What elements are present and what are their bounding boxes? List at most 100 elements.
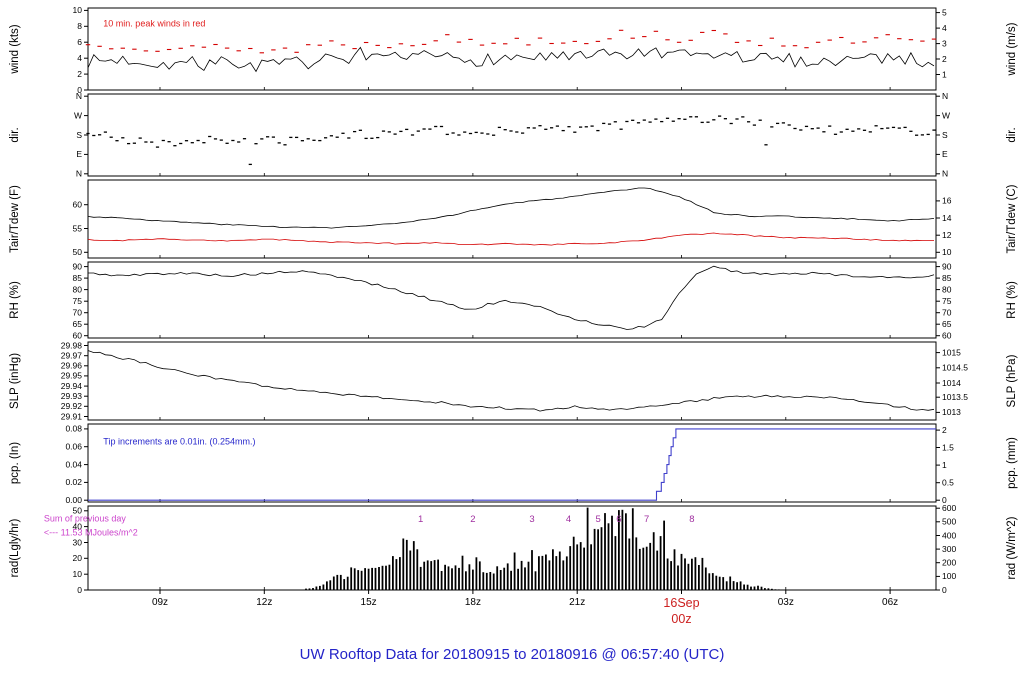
panel-tair_tdew-right-axis: 10 12 14 16 Tair/Tdew (C) xyxy=(936,184,1018,257)
svg-text:6: 6 xyxy=(77,37,82,47)
svg-text:1: 1 xyxy=(942,69,947,79)
panel-pcp-frame xyxy=(87,423,937,503)
svg-text:500: 500 xyxy=(942,517,956,527)
svg-text:S: S xyxy=(942,130,948,140)
series-pcp-accum xyxy=(88,428,936,501)
panel-slp-left-axis: 29.9129.9229.9329.9429.9529.9629.9729.98… xyxy=(9,340,88,421)
panel-rh-frame xyxy=(87,261,937,339)
panel-dir-frame xyxy=(87,93,937,177)
series-slp xyxy=(87,350,935,412)
panel-pcp-right-label: pcp. (mm) xyxy=(1006,437,1018,489)
svg-text:29.93: 29.93 xyxy=(61,391,83,401)
svg-text:200: 200 xyxy=(942,558,956,568)
panel-wind-left-axis: 0 2 4 6 8 10 wind (kts) xyxy=(9,5,88,95)
chart-title: UW Rooftop Data for 20180915 to 20180916… xyxy=(299,646,725,663)
panel-tair_tdew-frame xyxy=(87,179,937,259)
svg-text:60: 60 xyxy=(73,331,83,341)
svg-text:0: 0 xyxy=(77,585,82,595)
svg-text:1: 1 xyxy=(942,460,947,470)
svg-text:1.5: 1.5 xyxy=(942,442,954,452)
svg-text:0.5: 0.5 xyxy=(942,478,954,488)
panel-rad-left-label: rad(Lgly/hr) xyxy=(9,518,21,577)
svg-text:S: S xyxy=(76,130,82,140)
panel-wind-frame xyxy=(87,7,937,91)
series-wind-10min xyxy=(87,46,935,73)
panel-wind-right-axis: 1 2 3 4 5 wind (m/s) xyxy=(936,7,1018,79)
svg-text:60: 60 xyxy=(73,200,83,210)
svg-text:2: 2 xyxy=(77,69,82,79)
svg-text:1013.5: 1013.5 xyxy=(942,392,968,402)
svg-text:100: 100 xyxy=(942,571,956,581)
svg-text:0: 0 xyxy=(942,585,947,595)
panel-dir-right-label: dir. xyxy=(1006,127,1018,142)
tip-marker-4: 4 xyxy=(566,514,571,525)
svg-text:1014.5: 1014.5 xyxy=(942,363,968,373)
svg-text:14: 14 xyxy=(942,213,952,223)
svg-text:55: 55 xyxy=(73,223,83,233)
svg-text:8: 8 xyxy=(77,21,82,31)
svg-text:16: 16 xyxy=(942,196,952,206)
x-tick: 15z xyxy=(361,597,377,608)
svg-text:4: 4 xyxy=(77,53,82,63)
svg-text:W: W xyxy=(74,110,82,120)
svg-text:60: 60 xyxy=(942,331,952,341)
panel-tair_tdew: 50 55 60 Tair/Tdew (F) 10 12 14 16 Tair/Tdew (C) xyxy=(9,179,1018,259)
svg-text:29.95: 29.95 xyxy=(61,371,83,381)
svg-text:75: 75 xyxy=(73,296,83,306)
x-tick: 09z xyxy=(152,597,168,608)
svg-text:0: 0 xyxy=(942,495,947,505)
svg-text:50: 50 xyxy=(73,506,83,516)
panel-dir-left-label: dir. xyxy=(9,127,21,142)
panel-pcp-left-label: pcp. (In) xyxy=(9,442,21,484)
panel-pcp: 0.00 0.02 0.04 0.06 0.08 pcp. (In) 0 0.5 1 1.5 2 pc… xyxy=(9,423,1018,505)
tip-marker-8: 8 xyxy=(689,514,694,525)
tip-marker-3: 3 xyxy=(529,514,534,525)
svg-text:29.91: 29.91 xyxy=(61,411,83,421)
svg-text:3: 3 xyxy=(942,38,947,48)
x-tick: 03z xyxy=(778,597,794,608)
svg-text:10: 10 xyxy=(73,5,83,15)
svg-text:N: N xyxy=(76,169,82,179)
panel-wind-left-label: wind (kts) xyxy=(9,24,21,74)
svg-text:40: 40 xyxy=(73,521,83,531)
svg-text:300: 300 xyxy=(942,544,956,554)
svg-text:80: 80 xyxy=(73,284,83,294)
tip-marker-5: 5 xyxy=(595,514,600,525)
panel-pcp-left-axis: 0.00 0.02 0.04 0.06 0.08 pcp. (In) xyxy=(9,424,88,505)
series-wind-peak xyxy=(85,29,937,54)
tip-marker-2: 2 xyxy=(470,514,475,525)
svg-text:29.98: 29.98 xyxy=(61,340,83,350)
panel-slp-frame xyxy=(87,341,937,421)
svg-text:E: E xyxy=(76,149,82,159)
panel-rad-annotation-0: Sum of previous day xyxy=(44,513,127,523)
panel-wind: 0 2 4 6 8 10 wind (kts) 1 2 3 4 5 wind (m/s) 10 min. … xyxy=(9,5,1018,95)
panel-rh-left-label: RH (%) xyxy=(9,281,21,319)
panel-tair_tdew-right-label: Tair/Tdew (C) xyxy=(1006,184,1018,253)
svg-text:80: 80 xyxy=(942,284,952,294)
svg-text:30: 30 xyxy=(73,537,83,547)
svg-text:85: 85 xyxy=(73,273,83,283)
x-tick: 21z xyxy=(569,597,585,608)
tip-marker-1: 1 xyxy=(418,514,423,525)
svg-text:29.94: 29.94 xyxy=(61,381,83,391)
tip-marker-6: 6 xyxy=(616,514,621,525)
panel-rad: 0 10 20 30 40 50 rad(Lgly/hr) 0 100 200 300 400 500 6… xyxy=(9,503,1018,595)
x-axis-labels: 09z 12z 15z 18z 21z 16Sep 00z 03z 06z xyxy=(152,590,898,626)
svg-text:0.02: 0.02 xyxy=(65,477,82,487)
svg-text:0.06: 0.06 xyxy=(65,442,82,452)
series-rh xyxy=(88,265,935,330)
svg-text:W: W xyxy=(942,110,950,120)
svg-text:1013: 1013 xyxy=(942,407,961,417)
series-wind-direction xyxy=(86,115,936,166)
panel-rh-right-label: RH (%) xyxy=(1006,281,1018,319)
series-tdew xyxy=(87,232,935,246)
x-tick: 18z xyxy=(465,597,481,608)
svg-text:70: 70 xyxy=(73,308,83,318)
svg-text:70: 70 xyxy=(942,308,952,318)
panel-slp-left-label: SLP (inHg) xyxy=(9,353,21,409)
x-tick: 12z xyxy=(256,597,272,608)
